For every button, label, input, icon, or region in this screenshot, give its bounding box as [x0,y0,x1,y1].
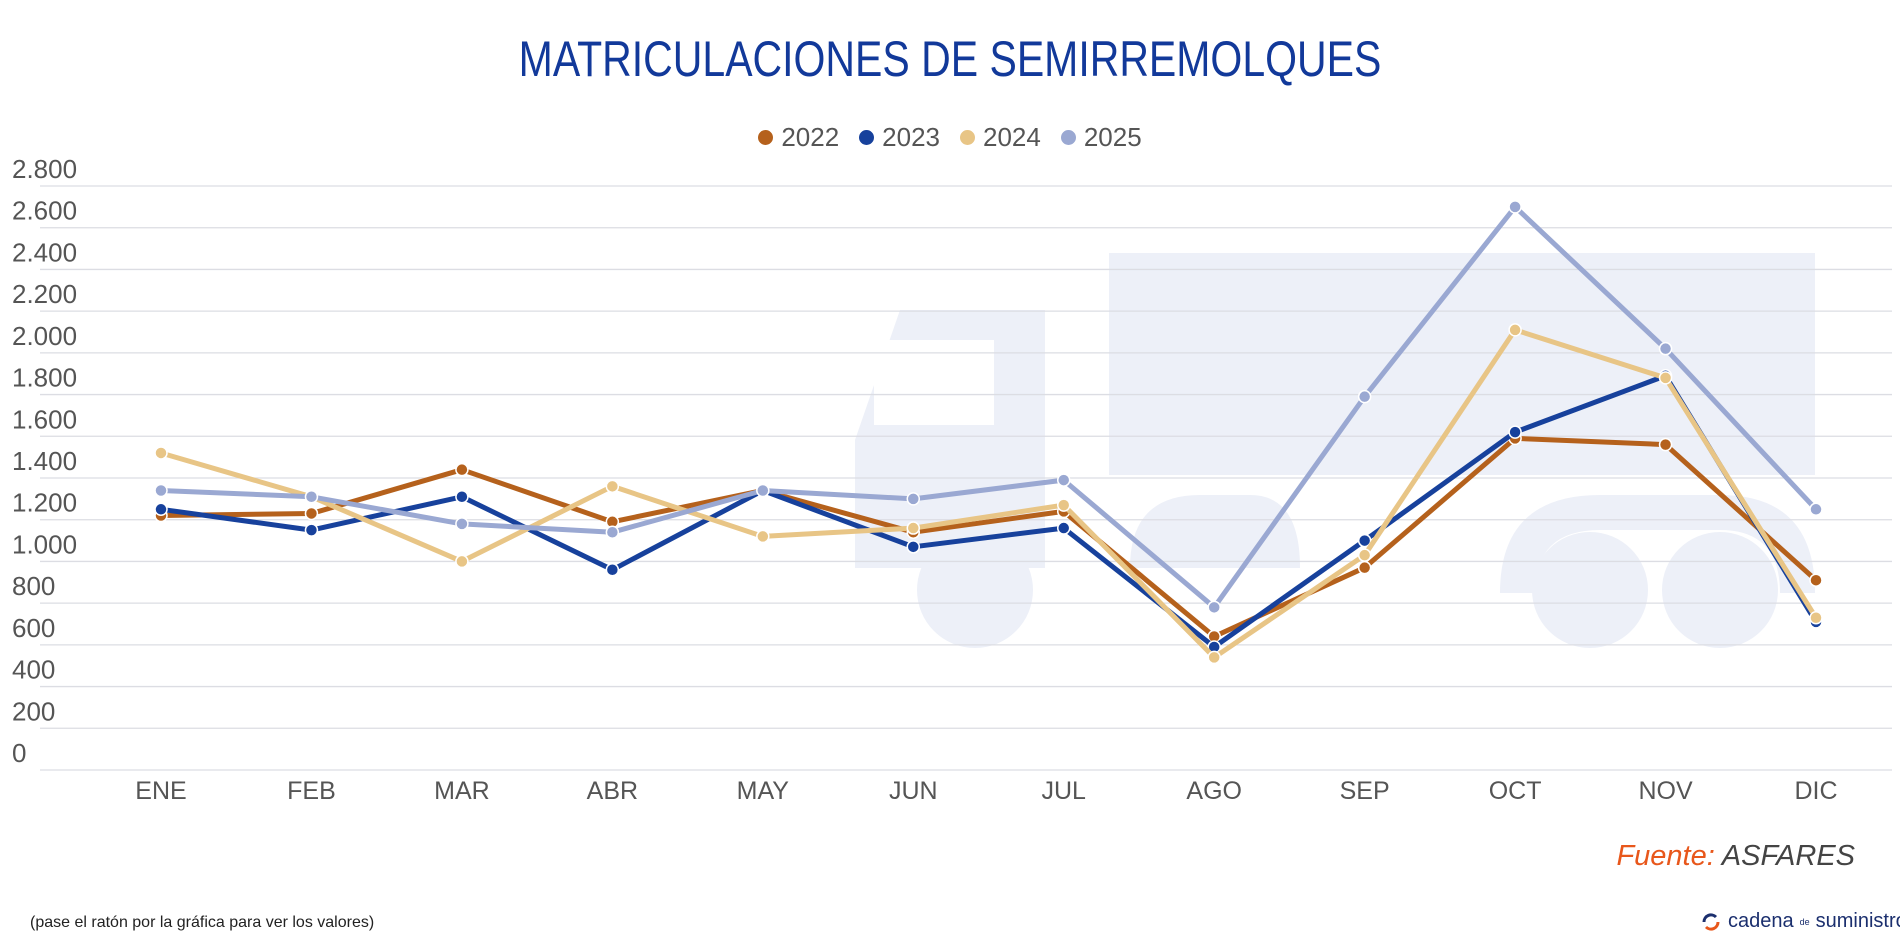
y-tick-label: 200 [12,696,55,726]
y-tick-label: 2.800 [12,154,77,184]
legend-item-2024[interactable]: 2024 [960,122,1041,153]
data-point-2023-ENE[interactable] [154,502,168,517]
y-tick-label: 1.600 [12,404,77,434]
data-point-2023-SEP[interactable] [1357,533,1372,548]
logo-text-3: suministro [1815,910,1900,932]
legend-label: 2022 [781,122,840,152]
data-point-2024-JUN[interactable] [906,521,921,535]
data-point-2022-DIC[interactable] [1809,573,1823,587]
data-point-2025-JUN[interactable] [906,492,921,506]
legend-label: 2023 [882,122,940,152]
x-tick-label: JUN [889,777,938,805]
legend-item-2023[interactable]: 2023 [859,122,940,153]
legend-marker-icon [859,130,875,145]
hover-hint: (pase el ratón por la gráfica para ver l… [30,914,375,931]
y-tick-label: 1.400 [12,446,77,476]
series-line-2024[interactable] [160,327,1819,660]
data-point-2022-MAR[interactable] [455,462,469,477]
source-label: Fuente: [1616,840,1715,872]
x-tick-label: MAY [737,777,790,805]
legend-marker-icon [758,130,774,145]
source-value: ASFARES [1721,840,1855,872]
data-point-2025-FEB[interactable] [304,490,319,504]
y-tick-label: 2.000 [12,321,77,351]
y-tick-label: 1.800 [12,363,77,393]
y-tick-label: 400 [12,655,55,685]
x-tick-label: FEB [287,777,336,805]
truck-window [874,340,994,425]
x-tick-label: AGO [1186,777,1242,805]
x-tick-label: SEP [1340,777,1390,805]
y-tick-label: 800 [12,571,55,601]
data-point-2022-SEP[interactable] [1357,560,1372,575]
y-tick-label: 600 [12,613,55,643]
x-tick-label: DIC [1794,777,1837,805]
y-tick-label: 2.600 [12,196,77,226]
data-point-2024-SEP[interactable] [1357,548,1372,562]
cadena-de-suministro-logo[interactable]: cadena de suministro [1700,910,1900,933]
x-tick-label: ABR [587,777,638,805]
series-2024[interactable] [154,323,1823,665]
series-line-2022[interactable] [160,435,1818,639]
y-tick-label: 1.200 [12,488,77,518]
x-tick-label: NOV [1638,777,1693,805]
data-point-2023-JUN[interactable] [906,540,921,554]
data-point-2024-NOV[interactable] [1658,371,1673,385]
logo-arrows-icon [1702,912,1720,931]
data-point-2024-MAY[interactable] [756,529,770,544]
source-credit: Fuente: ASFARES [1616,840,1855,873]
data-point-2023-JUL[interactable] [1056,521,1071,535]
data-point-2024-DIC[interactable] [1809,610,1823,625]
data-point-2023-ABR[interactable] [605,563,620,577]
data-point-2025-AGO[interactable] [1207,600,1221,615]
data-point-2022-FEB[interactable] [304,506,319,521]
data-point-2024-ENE[interactable] [154,446,168,460]
data-point-2025-MAR[interactable] [455,517,469,531]
x-tick-label: OCT [1489,777,1542,805]
chart-title: MATRICULACIONES DE SEMIRREMOLQUES [518,31,1382,87]
legend-marker-icon [1060,130,1076,145]
y-tick-label: 2.400 [12,237,77,267]
x-tick-label: JUL [1041,777,1086,805]
data-point-2025-DIC[interactable] [1809,502,1823,517]
series-line-2025[interactable] [160,204,1818,610]
data-point-2023-FEB[interactable] [304,523,319,537]
legend-marker-icon [960,130,975,145]
legend-label: 2024 [983,122,1041,152]
data-point-2025-ABR[interactable] [605,525,620,539]
x-tick-label: ENE [135,777,186,805]
data-point-2022-NOV[interactable] [1658,437,1673,452]
logo-text-2: de [1799,916,1810,927]
series-2025[interactable] [154,200,1823,615]
series-line-2023[interactable] [160,373,1819,650]
data-point-2023-OCT[interactable] [1508,425,1522,439]
data-point-2024-AGO[interactable] [1207,650,1221,665]
data-point-2025-NOV[interactable] [1658,341,1673,356]
y-tick-label: 2.200 [12,279,77,309]
data-point-2025-MAY[interactable] [756,483,770,498]
legend-item-2022[interactable]: 2022 [758,122,839,153]
y-tick-label: 1.000 [12,529,77,559]
data-point-2024-MAR[interactable] [455,554,469,569]
data-point-2025-SEP[interactable] [1357,389,1372,404]
data-point-2024-OCT[interactable] [1508,323,1522,337]
x-tick-label: MAR [434,777,490,805]
legend-label: 2025 [1083,122,1142,152]
data-point-2025-JUL[interactable] [1056,473,1071,487]
data-point-2025-ENE[interactable] [154,483,168,498]
data-point-2024-ABR[interactable] [605,479,620,494]
data-point-2023-MAR[interactable] [455,490,469,504]
logo-text-1: cadena [1728,910,1794,932]
y-tick-label: 0 [12,738,26,768]
data-point-2024-JUL[interactable] [1056,498,1071,512]
data-point-2025-OCT[interactable] [1508,200,1522,214]
legend: 2022 2023 2024 2025 [0,122,1900,153]
legend-item-2025[interactable]: 2025 [1060,122,1142,153]
